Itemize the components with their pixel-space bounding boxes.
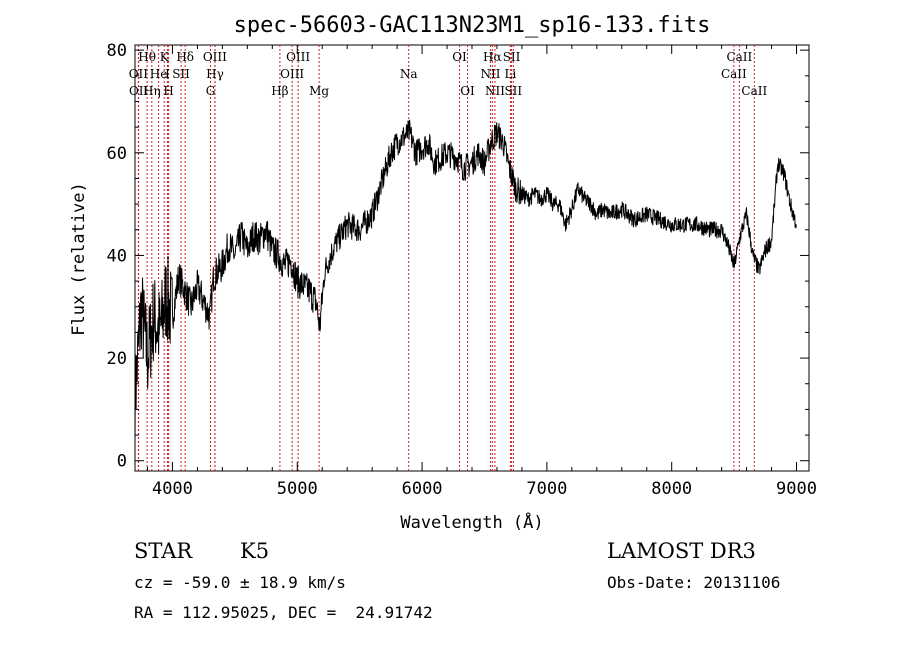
y-tick-label: 60 xyxy=(107,144,127,164)
line-marker-label: OI xyxy=(460,84,475,98)
line-marker-label: H xyxy=(163,84,173,98)
axis-ticks: 4000 5000 6000 7000 8000 9000 0 20 40 60 80 xyxy=(107,41,817,499)
line-marker-label: CaII xyxy=(741,84,767,98)
line-marker-label: OI xyxy=(452,50,467,64)
x-axis-label: Wavelength (Å) xyxy=(400,511,543,533)
line-marker-label: NII xyxy=(480,67,500,81)
line-marker-label: Hδ xyxy=(176,50,194,64)
plot-frame xyxy=(134,44,810,472)
line-marker-label: Hγ xyxy=(206,67,224,81)
line-marker-label: Hα xyxy=(483,50,502,64)
line-marker-label: NII xyxy=(485,84,505,98)
line-marker-label: CaII xyxy=(726,50,752,64)
object-subclass: K5 xyxy=(240,539,270,563)
chart-title: spec-56603-GAC113N23M1_sp16-133.fits xyxy=(234,13,711,38)
line-marker-label: OII xyxy=(129,67,149,81)
line-marker-label: He xyxy=(150,67,168,81)
line-marker-label: SII xyxy=(172,67,190,81)
spectrum-line xyxy=(134,119,797,446)
line-marker-labels: HθOIIOIIHηHeKIHSIIHδGOIIIHγHβOIIIOIIIMgN… xyxy=(129,50,768,98)
object-class: STAR xyxy=(134,539,193,563)
line-marker-label: Hβ xyxy=(271,84,288,98)
y-tick-label: 80 xyxy=(107,41,127,61)
x-tick-label: 9000 xyxy=(776,479,817,499)
line-marker-label: I xyxy=(165,67,170,81)
line-marker-label: Na xyxy=(400,67,418,81)
x-tick-label: 6000 xyxy=(402,479,443,499)
x-tick-label: 8000 xyxy=(651,479,692,499)
ra-dec-readout: RA = 112.95025, DEC = 24.91742 xyxy=(134,603,433,622)
line-markers xyxy=(137,45,755,471)
line-marker-label: G xyxy=(206,84,216,98)
x-tick-label: 7000 xyxy=(526,479,567,499)
line-marker-label: CaII xyxy=(721,67,747,81)
survey-name: LAMOST DR3 xyxy=(607,539,756,563)
y-tick-label: 20 xyxy=(107,349,127,369)
line-marker-label: Hη xyxy=(143,84,161,98)
line-marker-label: OIII xyxy=(280,67,304,81)
line-marker-label: OIII xyxy=(286,50,310,64)
line-marker-label: K xyxy=(160,50,170,64)
redshift-readout: cz = -59.0 ± 18.9 km/s xyxy=(134,573,346,592)
line-marker-label: OIII xyxy=(203,50,227,64)
observation-date: Obs-Date: 20131106 xyxy=(607,573,781,592)
line-marker-label: Hθ xyxy=(138,50,156,64)
line-marker-label: Mg xyxy=(309,84,329,98)
y-tick-label: 0 xyxy=(117,452,127,472)
line-marker-label: SII xyxy=(503,50,521,64)
line-marker-label: SII xyxy=(504,84,522,98)
line-marker-label: Li xyxy=(505,67,517,81)
line-marker-label: OII xyxy=(129,84,149,98)
y-tick-label: 40 xyxy=(107,246,127,266)
y-axis-label: Flux (relative) xyxy=(69,182,89,336)
x-tick-label: 4000 xyxy=(152,479,193,499)
spectrum-trace xyxy=(134,119,797,446)
x-tick-label: 5000 xyxy=(277,479,318,499)
